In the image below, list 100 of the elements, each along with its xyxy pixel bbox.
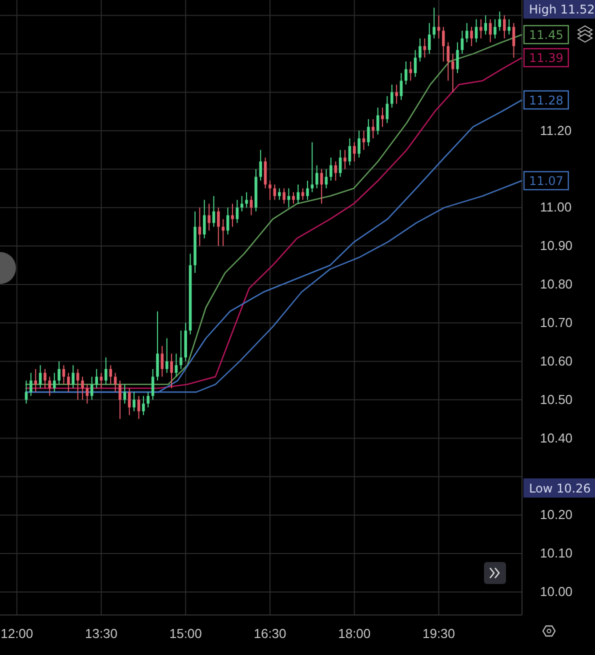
candlestick <box>409 61 412 82</box>
candlestick <box>282 188 286 204</box>
candlestick <box>90 376 94 400</box>
candlestick <box>428 22 431 54</box>
candlestick <box>202 199 206 239</box>
candlestick <box>404 61 408 86</box>
text: 11.07 <box>529 174 564 188</box>
x-tick-label: 12:00 <box>0 626 34 642</box>
candlestick <box>142 395 145 416</box>
candlestick <box>344 149 346 170</box>
y-tick-label: 10.00 <box>540 584 573 600</box>
candlestick <box>446 42 450 82</box>
candlestick <box>292 192 295 204</box>
x-tick-label: 18:00 <box>338 626 371 642</box>
candlestick <box>217 207 220 246</box>
x-tick-label: 13:30 <box>84 626 118 642</box>
text: 11.45 <box>529 28 564 42</box>
candlestick <box>180 330 182 370</box>
candlestick <box>352 142 356 162</box>
candlestick <box>132 392 136 412</box>
candlestick <box>432 7 436 39</box>
candlestick <box>484 14 488 36</box>
candlestick <box>123 384 126 404</box>
candlestick <box>128 388 131 416</box>
candlestick <box>338 149 342 178</box>
x-tick-label: 19:30 <box>422 626 456 642</box>
candlestick <box>442 26 445 62</box>
candlestick <box>109 364 112 385</box>
y-tick-label: 11.00 <box>540 200 572 215</box>
candlestick <box>170 353 173 389</box>
text: 11.39 <box>529 51 564 66</box>
y-tick-label: 10.40 <box>540 430 573 446</box>
candlestick <box>240 196 244 212</box>
text: 11.28 <box>529 93 564 108</box>
candlestick <box>358 130 360 158</box>
candlestick <box>348 138 352 166</box>
y-tick-label: 10.80 <box>540 276 573 292</box>
x-tick-label: 15:00 <box>169 626 202 642</box>
candlestick <box>306 180 309 200</box>
y-tick-label: 10.20 <box>540 507 573 522</box>
candlestick <box>52 372 56 393</box>
candlestick <box>146 392 150 408</box>
candlestick <box>315 164 318 189</box>
candlestick <box>334 160 338 182</box>
candlestick <box>301 188 304 200</box>
y-tick-label: 10.10 <box>540 546 573 561</box>
y-tick-label: 10.90 <box>540 238 573 254</box>
candlestick <box>390 84 394 108</box>
candlestick <box>414 49 417 78</box>
candlestick <box>437 14 440 39</box>
candlestick <box>104 356 108 385</box>
candlestick <box>367 118 370 147</box>
candlestick <box>494 18 496 39</box>
candlestick <box>58 360 60 385</box>
candlestick <box>222 218 225 246</box>
candlestick <box>287 188 290 208</box>
candlestick <box>470 26 473 47</box>
candlestick <box>423 38 426 58</box>
candlestick <box>81 376 84 400</box>
text: High 11.52 <box>529 2 595 16</box>
candlestick <box>114 372 117 393</box>
candlestick <box>381 107 384 128</box>
candlestick <box>165 338 168 374</box>
candlestick <box>372 118 375 139</box>
candlestick <box>320 168 323 204</box>
candlestick <box>208 203 210 232</box>
candlestick <box>502 14 506 39</box>
candlestick <box>395 84 398 104</box>
y-tick-label: 10.70 <box>540 315 573 330</box>
y-tick-label: 10.60 <box>540 353 573 368</box>
text: Low 10.26 <box>529 482 591 496</box>
candlestick <box>231 203 234 228</box>
candlestick <box>465 22 468 43</box>
candlestick <box>30 372 32 396</box>
x-tick-label: 16:30 <box>254 626 286 642</box>
candlestick <box>174 353 178 378</box>
candlestick <box>72 364 75 389</box>
candlestick <box>118 380 122 420</box>
candlestick <box>268 180 272 200</box>
candlestick <box>330 157 332 182</box>
candlestick <box>156 310 159 382</box>
candlestick <box>278 188 281 200</box>
candlestick <box>160 345 164 378</box>
candlestick <box>259 149 262 182</box>
candlestick <box>44 368 46 389</box>
candlestick <box>151 368 154 400</box>
candlestick <box>245 192 248 208</box>
y-tick-label: 10.50 <box>540 392 573 407</box>
candlestick <box>310 142 314 193</box>
candlestick <box>24 380 28 404</box>
candlestick <box>498 11 502 32</box>
candlestick <box>480 18 482 39</box>
candlestick <box>100 372 103 389</box>
candlestick <box>34 368 38 393</box>
candlestick <box>296 184 300 204</box>
candlestick <box>400 72 403 100</box>
candlestick <box>418 38 422 62</box>
y-tick-label: 11.20 <box>540 122 572 138</box>
candlestick <box>86 384 89 404</box>
candlestick <box>95 368 98 389</box>
